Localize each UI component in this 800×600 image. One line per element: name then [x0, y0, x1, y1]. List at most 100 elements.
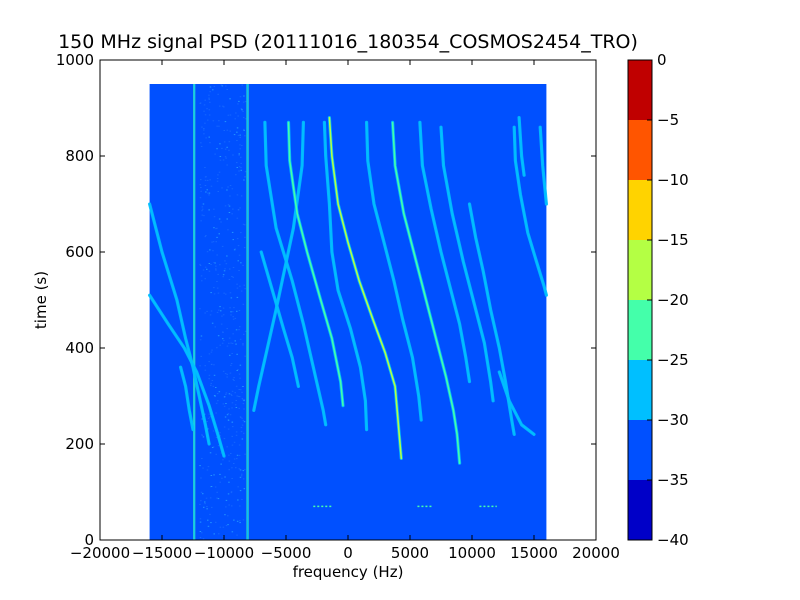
- noise-pixel: [239, 520, 241, 522]
- noise-pixel: [232, 378, 234, 380]
- noise-pixel: [240, 108, 243, 110]
- noise-pixel: [209, 497, 212, 499]
- noise-pixel: [219, 105, 221, 107]
- noise-pixel: [224, 373, 227, 375]
- noise-pixel: [243, 117, 245, 119]
- noise-pixel: [208, 97, 210, 99]
- noise-pixel: [208, 114, 211, 116]
- colorbar-band: [628, 60, 652, 120]
- noise-pixel: [239, 207, 241, 209]
- noise-pixel: [238, 407, 240, 409]
- doppler-trace: [539, 126, 548, 205]
- noise-pixel: [231, 353, 233, 354]
- noise-pixel: [243, 432, 245, 434]
- noise-pixel: [223, 438, 226, 440]
- noise-pixel: [224, 457, 226, 459]
- noise-pixel: [206, 508, 208, 510]
- noise-pixel: [244, 453, 246, 455]
- noise-pixel: [201, 206, 204, 208]
- noise-pixel: [239, 148, 241, 150]
- noise-pixel: [215, 387, 217, 388]
- noise-pixel: [222, 536, 225, 537]
- noise-pixel: [235, 343, 237, 345]
- noise-pixel: [239, 136, 241, 138]
- noise-pixel: [218, 533, 220, 535]
- noise-pixel: [231, 467, 233, 469]
- noise-pixel: [208, 98, 210, 100]
- noise-pixel: [208, 353, 211, 355]
- noise-pixel: [227, 419, 230, 421]
- noise-pixel: [238, 329, 240, 331]
- noise-pixel: [216, 178, 219, 179]
- colorbar-tick-label: −25: [657, 351, 689, 369]
- noise-pixel: [231, 531, 234, 533]
- noise-pixel: [215, 402, 218, 404]
- noise-pixel: [208, 378, 210, 380]
- noise-pixel: [210, 486, 213, 487]
- doppler-trace: [391, 121, 461, 464]
- noise-pixel: [219, 143, 221, 145]
- noise-pixel: [239, 285, 241, 287]
- noise-pixel: [235, 467, 237, 469]
- noise-pixel: [210, 185, 213, 187]
- noise-pixel: [211, 380, 214, 381]
- y-tick-label: 1000: [56, 51, 94, 69]
- noise-pixel: [211, 349, 213, 351]
- noise-pixel: [226, 164, 228, 166]
- noise-pixel: [220, 463, 222, 465]
- doppler-trace: [419, 121, 471, 383]
- noise-pixel: [226, 218, 228, 220]
- noise-pixel: [201, 434, 203, 436]
- noise-pixel: [236, 167, 238, 168]
- noise-pixel: [241, 417, 243, 419]
- noise-pixel: [222, 159, 225, 161]
- noise-pixel: [226, 89, 228, 90]
- noise-pixel: [228, 205, 231, 207]
- colorbar-band: [628, 300, 652, 360]
- noise-pixel: [239, 338, 242, 340]
- noise-pixel: [233, 249, 236, 251]
- noise-pixel: [238, 468, 241, 470]
- noise-pixel: [236, 370, 238, 371]
- noise-pixel: [243, 247, 246, 249]
- noise-pixel: [207, 119, 209, 121]
- noise-pixel: [239, 416, 242, 418]
- noise-pixel: [219, 432, 221, 434]
- noise-pixel: [221, 147, 223, 149]
- noise-pixel: [239, 326, 241, 328]
- noise-pixel: [227, 204, 230, 206]
- noise-pixel: [242, 519, 245, 521]
- noise-pixel: [243, 399, 246, 401]
- y-tick-label: 600: [65, 243, 94, 261]
- noise-pixel: [237, 209, 240, 211]
- noise-pixel: [218, 218, 221, 220]
- noise-pixel: [209, 101, 211, 103]
- noise-pixel: [217, 273, 219, 275]
- noise-pixel: [224, 476, 226, 478]
- noise-pixel: [214, 153, 216, 155]
- noise-pixel: [220, 452, 223, 454]
- noise-pixel: [216, 491, 218, 493]
- noise-pixel: [213, 293, 216, 295]
- noise-pixel: [216, 497, 218, 499]
- noise-pixel: [201, 280, 203, 282]
- noise-pixel: [216, 281, 218, 282]
- noise-pixel: [219, 306, 221, 308]
- noise-pixel: [200, 220, 202, 222]
- noise-pixel: [222, 105, 224, 107]
- noise-pixel: [232, 267, 235, 268]
- noise-pixel: [223, 141, 226, 143]
- noise-pixel: [209, 91, 211, 93]
- noise-pixel: [222, 370, 225, 372]
- noise-pixel: [242, 419, 245, 421]
- noise-pixel: [239, 144, 241, 146]
- noise-pixel: [210, 310, 213, 312]
- x-axis-label: frequency (Hz): [293, 563, 404, 581]
- noise-pixel: [211, 506, 213, 508]
- noise-pixel: [228, 460, 231, 462]
- noise-pixel: [242, 343, 244, 345]
- noise-pixel: [230, 314, 232, 316]
- noise-pixel: [199, 102, 202, 104]
- noise-pixel: [199, 184, 201, 186]
